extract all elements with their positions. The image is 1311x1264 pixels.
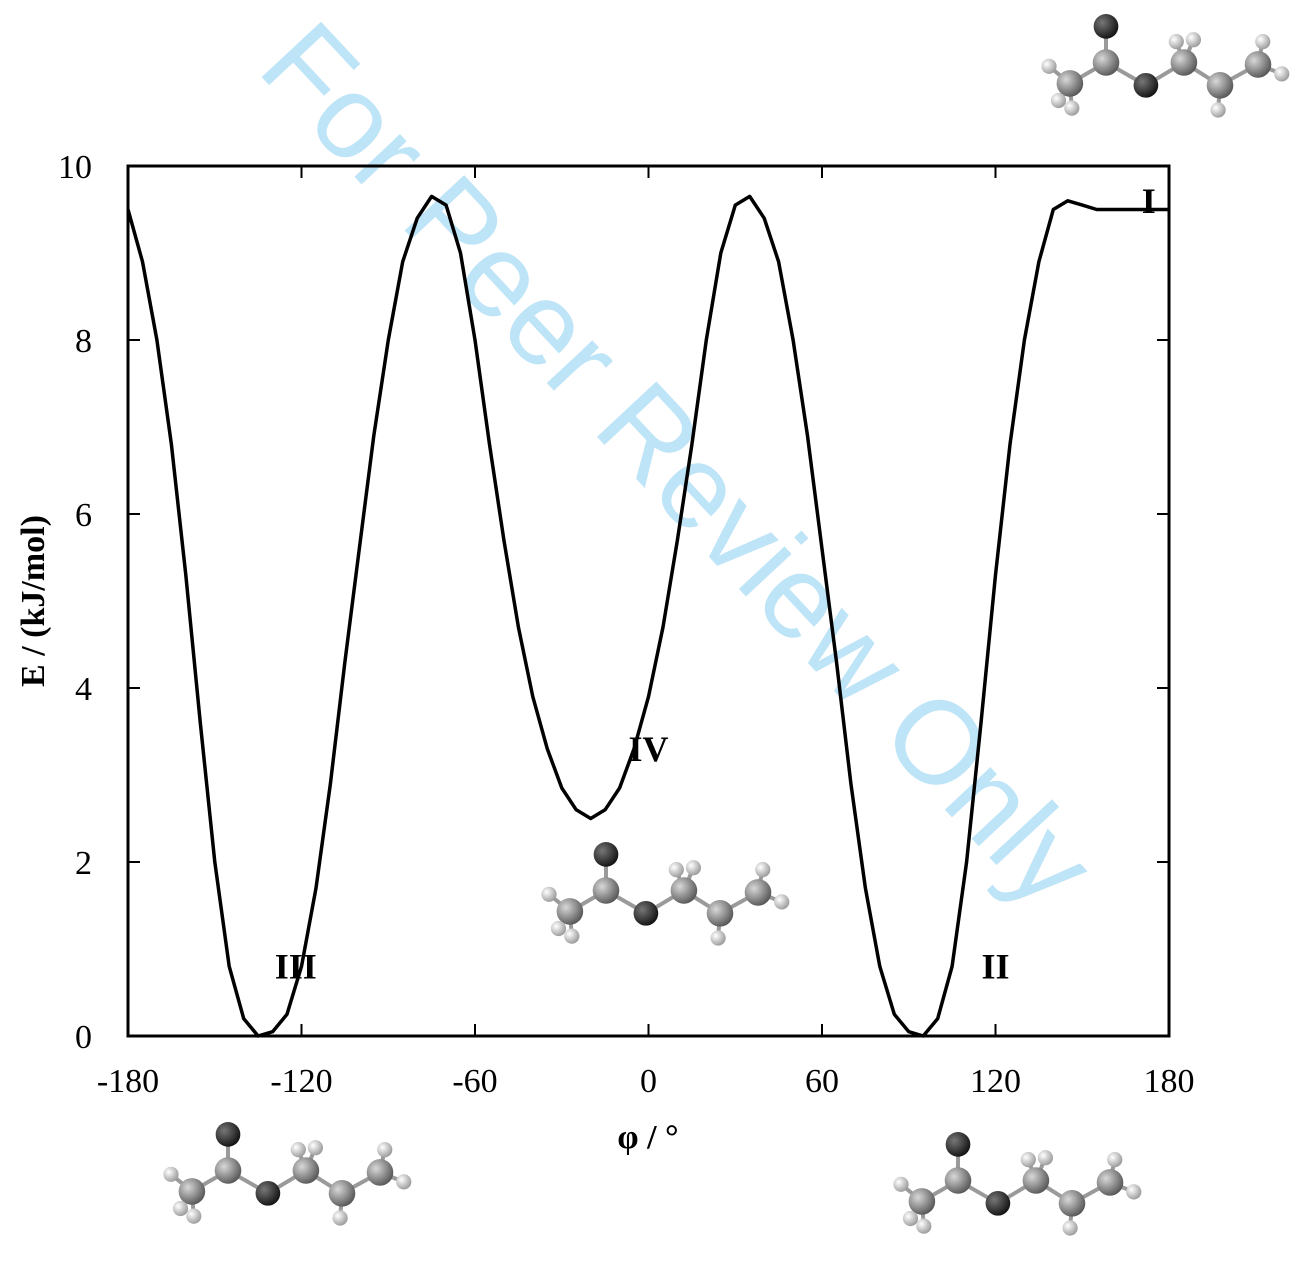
molecule-atom (1041, 58, 1057, 74)
molecule-atom (593, 842, 619, 867)
molecule-atom (556, 898, 584, 925)
molecule-atom (755, 862, 771, 878)
molecule-atom (1206, 72, 1234, 99)
y-tick-label: 2 (75, 845, 92, 882)
conformer-label: III (275, 946, 317, 986)
x-tick-label: -120 (270, 1063, 332, 1100)
molecule-atom (1107, 1152, 1123, 1168)
molecule-atom (908, 1188, 936, 1215)
molecule-atom (670, 877, 698, 904)
molecule-atom (328, 1180, 356, 1207)
molecule-atom (377, 1142, 393, 1158)
molecule-atom (307, 1140, 323, 1156)
molecule-atom (592, 877, 620, 904)
x-tick-label: -180 (97, 1063, 159, 1100)
molecule-atom (1056, 70, 1084, 97)
molecule-atom (902, 1210, 919, 1227)
energy-curve (126, 194, 1169, 1038)
molecule-atom (633, 900, 659, 926)
x-tick-label: -60 (452, 1063, 497, 1100)
molecule-atom (1126, 1184, 1142, 1200)
molecule-atom (744, 879, 772, 906)
molecule-atom (706, 900, 734, 927)
y-axis-title: E / (kJ/mol) (15, 515, 52, 687)
molecule-atom (1050, 92, 1067, 109)
x-axis-title: φ / ° (617, 1119, 678, 1156)
molecule-atom (1093, 14, 1119, 39)
molecule-illustrations (163, 14, 1290, 1236)
axis-ticks (127, 165, 1170, 1037)
x-tick-label: 60 (805, 1063, 839, 1100)
x-tick-labels: -180 -120 -60 0 60 120 180 (97, 1063, 1195, 1100)
molecule-atom (1092, 49, 1120, 76)
molecule-atom (1062, 1220, 1078, 1236)
molecule-atom (1058, 1190, 1086, 1217)
y-tick-label: 0 (75, 1019, 92, 1056)
molecule-atom (1185, 32, 1201, 48)
molecule-atom (1037, 1150, 1053, 1166)
molecule-atom (1244, 51, 1272, 78)
molecule-atom (1096, 1169, 1124, 1196)
molecule-atom (366, 1159, 394, 1186)
x-tick-label: 0 (640, 1063, 657, 1100)
molecule-atom (396, 1174, 412, 1190)
molecule-atom (1170, 49, 1198, 76)
molecule-atom (1274, 66, 1290, 82)
molecule-conformer-II (893, 1132, 1142, 1236)
molecule-atom (1210, 102, 1226, 118)
molecule-atom (215, 1122, 241, 1147)
molecule-atom (1133, 72, 1159, 98)
molecule-atom (332, 1210, 348, 1226)
molecule-atom (985, 1190, 1011, 1216)
molecule-atom (1020, 1152, 1036, 1168)
molecule-atom (944, 1167, 972, 1194)
molecule-atom (774, 894, 790, 910)
molecule-atom (541, 886, 557, 902)
x-tick-label: 120 (970, 1063, 1021, 1100)
molecule-atom (916, 1218, 932, 1234)
molecule-atom (292, 1157, 320, 1184)
molecule-conformer-I (1041, 14, 1290, 118)
molecule-atom (186, 1208, 202, 1224)
x-tick-label: 180 (1144, 1063, 1195, 1100)
molecule-atom (668, 862, 684, 878)
molecule-atom (214, 1157, 242, 1184)
molecule-atom (1255, 34, 1271, 50)
y-tick-label: 10 (58, 149, 92, 186)
molecule-atom (172, 1200, 189, 1217)
y-tick-labels: 0 2 4 6 8 10 (58, 149, 92, 1056)
conformer-label: II (981, 946, 1009, 986)
conformer-label: IV (628, 729, 668, 769)
molecule-atom (564, 928, 580, 944)
molecule-atom (1022, 1167, 1050, 1194)
molecule-atom (893, 1176, 909, 1192)
molecule-atom (1064, 100, 1080, 116)
molecule-atom (1168, 34, 1184, 50)
y-tick-label: 4 (75, 671, 92, 708)
molecule-conformer-III (163, 1122, 412, 1226)
conformer-label: I (1142, 181, 1156, 221)
molecule-conformer-IV (541, 842, 790, 946)
molecule-atom (710, 930, 726, 946)
molecule-atom (163, 1166, 179, 1182)
molecule-atom (550, 920, 567, 937)
molecule-atom (945, 1132, 971, 1157)
molecule-atom (290, 1142, 306, 1158)
molecule-atom (685, 860, 702, 876)
molecule-atom (255, 1180, 281, 1206)
molecule-atom (178, 1178, 206, 1205)
y-tick-label: 6 (75, 497, 92, 534)
y-tick-label: 8 (75, 323, 92, 360)
